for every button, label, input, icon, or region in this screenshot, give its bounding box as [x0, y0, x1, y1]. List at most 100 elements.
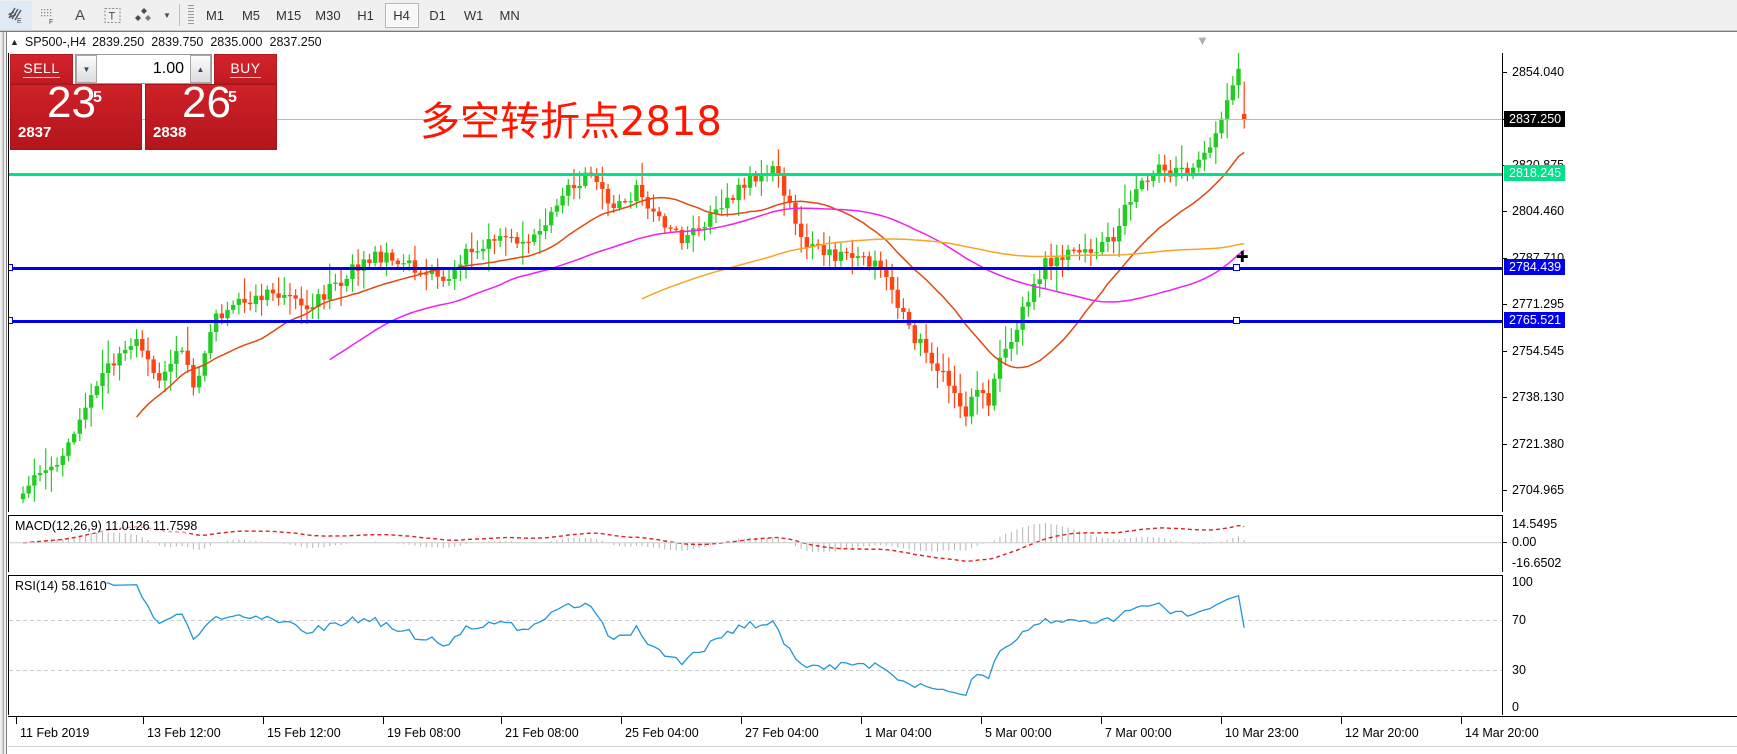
chart-annotation-text[interactable]: 多空转折点2818	[420, 99, 722, 145]
data-window-header: ▲ SP500-,H4 2839.250 2839.750 2835.000 2837…	[10, 35, 322, 49]
volume-decrement-icon[interactable]: ▼	[76, 55, 97, 83]
buy-price-main: 26	[182, 84, 231, 127]
sell-price-main: 23	[47, 84, 96, 127]
ma-line	[641, 238, 1245, 300]
collapse-arrow-icon[interactable]: ▲	[10, 36, 19, 47]
axis-baseline	[8, 746, 1737, 747]
time-axis-label: 13 Feb 12:00	[143, 717, 221, 740]
price-tag-last: 2837.250	[1504, 111, 1566, 128]
sell-button[interactable]: SELL	[10, 54, 73, 84]
volume-input-group[interactable]: ▼ 1.00 ▲	[75, 54, 212, 84]
buy-button[interactable]: BUY	[214, 54, 277, 84]
grid-lines-icon[interactable]: F	[32, 1, 64, 30]
macd-tick: 0.00	[1503, 535, 1536, 549]
buy-price-prefix: 2838	[153, 124, 187, 141]
price-scale[interactable]: 2854.0402837.2502820.8752804.4602787.710…	[1502, 53, 1737, 512]
level-line-blue[interactable]	[9, 320, 1502, 324]
timeframe-m15[interactable]: M15	[276, 7, 302, 23]
rsi-canvas	[9, 582, 1502, 697]
objects-icon[interactable]	[128, 1, 160, 30]
time-axis-label: 15 Feb 12:00	[263, 717, 341, 740]
timeframe-grip-icon	[185, 1, 197, 30]
level-line-handle[interactable]	[9, 317, 13, 325]
macd-line	[22, 524, 1245, 562]
timeframe-h1[interactable]: H1	[357, 7, 374, 23]
price-tick: 2704.965	[1503, 483, 1564, 497]
timeframe-group: M1 M5 M15 M30 H1 H4 D1 W1 MN	[197, 2, 528, 28]
time-axis-label: 11 Feb 2019	[16, 717, 89, 740]
ohlc-value-open: 2839.250	[92, 35, 145, 49]
rsi-tick: 30	[1512, 662, 1526, 677]
buy-price-fraction: 5	[228, 89, 237, 106]
time-axis-label: 7 Mar 00:00	[1101, 717, 1172, 740]
crosshair-icon: ✚	[1236, 249, 1249, 266]
time-axis-label: 10 Mar 23:00	[1221, 717, 1299, 740]
macd-scale[interactable]: 14.5495 0.00 -16.6502	[1502, 515, 1737, 572]
text-label-icon[interactable]: T	[96, 1, 128, 30]
ma-line	[329, 207, 1245, 361]
rsi-tick: 100	[1512, 575, 1533, 589]
time-axis-label: 27 Feb 04:00	[741, 717, 819, 740]
rsi-line	[102, 582, 1245, 697]
price-tick: 2804.460	[1503, 204, 1564, 218]
price-tag-blue: 2765.521	[1504, 312, 1566, 329]
level-line-grey[interactable]	[9, 119, 1502, 121]
chart-scroll-marker-icon[interactable]: ▼	[1196, 33, 1209, 48]
rsi-scale[interactable]: 100 70 30 0	[1502, 575, 1737, 715]
svg-text:T: T	[108, 10, 115, 22]
price-chart-pane[interactable]: ✚	[8, 53, 1502, 512]
ohlc-value-high: 2839.750	[151, 35, 204, 49]
main-toolbar: E F A T	[0, 0, 1737, 31]
timeframe-d1[interactable]: D1	[429, 7, 446, 23]
ma-line	[136, 151, 1245, 418]
time-axis-label: 5 Mar 00:00	[981, 717, 1052, 740]
rsi-pane[interactable]: RSI(14) 58.1610	[8, 575, 1502, 715]
sell-price-quote[interactable]: 2837 23 5	[10, 84, 142, 150]
macd-tick: 14.5495	[1512, 517, 1558, 531]
sell-price-prefix: 2837	[18, 124, 52, 141]
macd-pane[interactable]: MACD(12,26,9) 11.0126 11.7598	[8, 515, 1502, 572]
level-line-green[interactable]	[9, 172, 1502, 176]
time-axis-label: 14 Mar 20:00	[1461, 717, 1539, 740]
window-resize-grip[interactable]	[0, 32, 7, 754]
level-line-handle[interactable]	[1233, 264, 1240, 272]
timeframe-mn[interactable]: MN	[499, 7, 520, 23]
objects-dropdown-icon[interactable]: ▼	[163, 10, 171, 20]
price-tick: 2771.295	[1503, 297, 1564, 311]
level-line-handle[interactable]	[1233, 317, 1240, 325]
text-tool-icon[interactable]: A	[74, 6, 85, 24]
level-line-handle[interactable]	[9, 264, 13, 272]
price-tick: 2854.040	[1503, 65, 1564, 79]
time-axis-label: 19 Feb 08:00	[383, 717, 461, 740]
symbol-timeframe-label: SP500-,H4	[24, 35, 87, 49]
macd-tick: -16.6502	[1512, 556, 1562, 570]
time-axis-label: 21 Feb 08:00	[501, 717, 579, 740]
buy-button-label: BUY	[230, 60, 261, 78]
rsi-tick: 70	[1512, 612, 1526, 627]
svg-text:E: E	[17, 18, 22, 25]
price-tag-green: 2818.245	[1504, 164, 1566, 181]
buy-price-quote[interactable]: 2838 26 5	[145, 84, 277, 150]
svg-text:F: F	[49, 19, 53, 25]
sell-price-fraction: 5	[93, 89, 102, 106]
timeframe-h4[interactable]: H4	[384, 2, 419, 28]
timeframe-w1[interactable]: W1	[463, 7, 484, 23]
time-axis-label: 25 Feb 04:00	[621, 717, 699, 740]
macd-histogram	[28, 522, 1245, 553]
volume-value[interactable]: 1.00	[152, 60, 184, 77]
ohlc-value-low: 2835.000	[210, 35, 263, 49]
ohlc-values: 2839.250 2839.750 2835.000 2837.250	[92, 35, 322, 49]
one-click-trading-panel: SELL ▼ 1.00 ▲ BUY 2837 23 5 2838	[10, 54, 277, 150]
ohlc-value-close: 2837.250	[269, 35, 322, 49]
time-axis[interactable]: 11 Feb 2019 13 Feb 12:00 15 Feb 12:00 19 Fe…	[8, 716, 1737, 754]
timeframe-m30[interactable]: M30	[315, 7, 341, 23]
rsi-label: RSI(14) 58.1610	[15, 579, 107, 593]
timeframe-m5[interactable]: M5	[241, 7, 261, 23]
sell-button-label: SELL	[23, 60, 60, 78]
price-tick: 2721.380	[1503, 437, 1564, 451]
volume-increment-icon[interactable]: ▲	[190, 55, 211, 83]
toolbar-divider	[179, 4, 180, 26]
timeframe-m1[interactable]: M1	[205, 7, 225, 23]
level-line-blue[interactable]	[9, 267, 1502, 271]
indicators-icon[interactable]: E	[0, 0, 32, 30]
